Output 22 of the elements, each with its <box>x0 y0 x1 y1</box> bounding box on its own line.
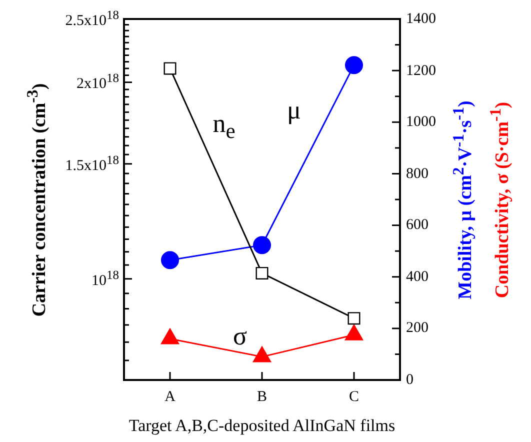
y2-tick-label: 1200 <box>406 62 436 80</box>
y-tick-label: 2.5x10$^{18}$ <box>65 8 119 30</box>
y-tick-label: 10$^{18}$ <box>92 268 119 290</box>
y-tick-label: 2x10$^{18}$ <box>76 71 119 94</box>
point <box>348 312 360 325</box>
x-tick-label: B <box>256 388 268 406</box>
series-label: σ <box>232 320 248 352</box>
series-label: μ <box>287 94 301 126</box>
point <box>256 266 268 280</box>
x-axis-title: Target A,B,C-deposited AlInGaN films <box>128 416 396 436</box>
x-tick-label: A <box>164 388 176 406</box>
series-label: n$_{e}$ <box>212 108 236 144</box>
y2-tick-label: 800 <box>406 164 428 183</box>
y2-tick-label: 400 <box>406 268 428 286</box>
point <box>164 62 176 75</box>
y2-tick-label: 1400 <box>406 10 436 28</box>
y2-tick-label: 200 <box>406 319 428 338</box>
y2-tick-label: 0 <box>406 371 414 389</box>
y2-tick-label: 600 <box>406 216 428 234</box>
x-tick-label: C <box>348 388 360 406</box>
y2-tick-label: 1000 <box>406 113 436 132</box>
y-tick-label: 1.5x10$^{18}$ <box>65 152 119 175</box>
